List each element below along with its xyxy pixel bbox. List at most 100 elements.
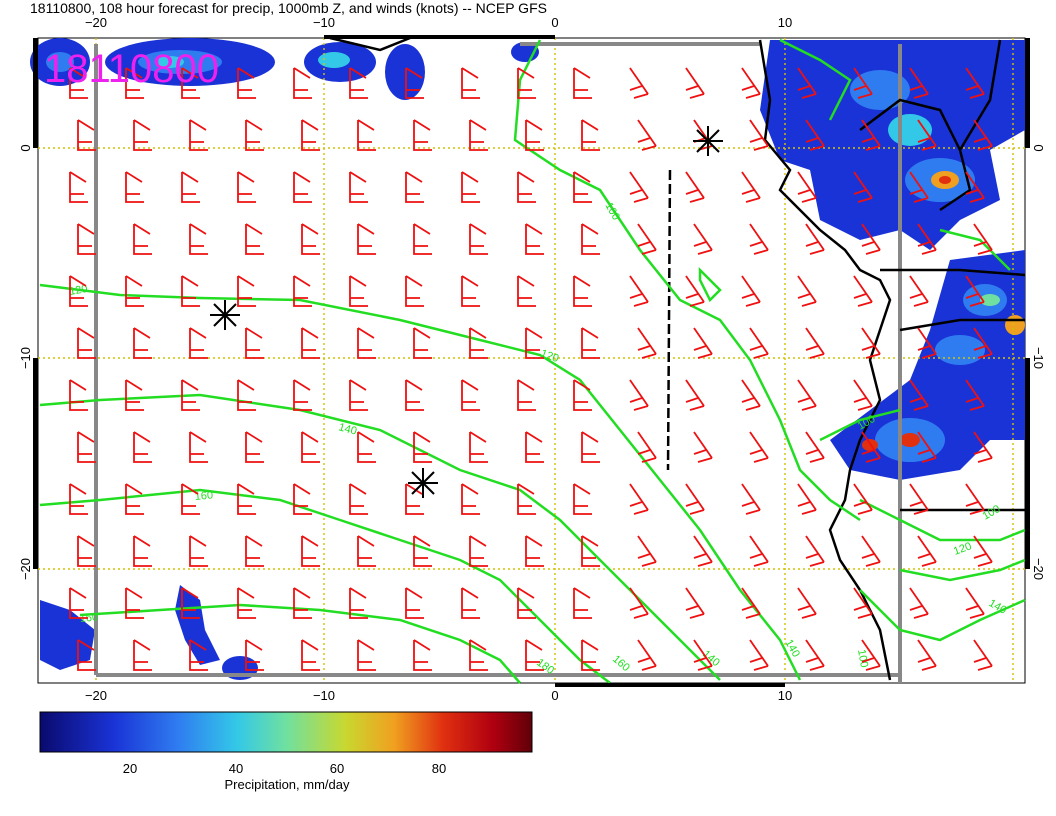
wind-barb <box>181 587 200 619</box>
wind-barb <box>693 327 713 359</box>
wind-barb <box>245 119 264 151</box>
wind-barb <box>181 67 200 99</box>
wind-barb <box>461 483 480 515</box>
wind-barb <box>125 379 144 411</box>
wind-barb <box>69 275 88 307</box>
wind-barb <box>581 535 600 567</box>
station-markers <box>210 126 723 498</box>
wind-barb <box>461 275 480 307</box>
star-marker <box>693 126 723 156</box>
wind-barb <box>525 327 544 359</box>
wind-barb <box>749 535 769 567</box>
wind-barb <box>357 327 376 359</box>
wind-barb <box>909 587 929 619</box>
wind-barb <box>629 379 649 411</box>
wind-barb <box>69 483 88 515</box>
wind-barb <box>77 223 96 255</box>
wind-barb <box>405 275 424 307</box>
wind-barb <box>237 67 256 99</box>
wind-barb <box>357 535 376 567</box>
wind-barb <box>749 431 769 463</box>
wind-barb <box>741 275 761 307</box>
wind-barb <box>517 171 536 203</box>
colorbar-scale <box>39 711 533 753</box>
contour-label: 120 <box>68 283 88 298</box>
wind-barbs <box>69 67 993 671</box>
wind-barb <box>133 639 152 671</box>
wind-barb <box>301 535 320 567</box>
wind-barb <box>581 223 600 255</box>
colorbar-label: Precipitation, mm/day <box>225 777 350 792</box>
wind-barb <box>517 275 536 307</box>
wind-barb <box>469 119 488 151</box>
wind-barb <box>917 327 937 359</box>
colorbar-tick: 20 <box>123 761 137 776</box>
wind-barb <box>413 535 432 567</box>
wind-barb <box>245 223 264 255</box>
coastline <box>329 36 1026 681</box>
wind-barb <box>517 587 536 619</box>
star-marker <box>408 468 438 498</box>
wind-barb <box>973 639 993 671</box>
wind-barb <box>301 639 320 671</box>
wind-barb <box>917 535 937 567</box>
wind-barb <box>917 223 937 255</box>
wind-barb <box>69 379 88 411</box>
wind-barb <box>405 587 424 619</box>
wind-barb <box>749 327 769 359</box>
wind-barb <box>77 431 96 463</box>
wind-barb <box>805 327 825 359</box>
wind-barb <box>973 223 993 255</box>
contour-label: 120 <box>952 540 973 558</box>
wind-barb <box>797 483 817 515</box>
wind-barb <box>685 379 705 411</box>
colorbar: 20 40 60 80 Precipitation, mm/day <box>39 711 533 792</box>
wind-barb <box>861 431 881 463</box>
wind-barb <box>125 587 144 619</box>
wind-barb <box>405 171 424 203</box>
wind-barb <box>517 67 536 99</box>
wind-barb <box>125 67 144 99</box>
wind-barb <box>573 171 592 203</box>
wind-barb <box>133 327 152 359</box>
wind-barb <box>749 119 769 151</box>
wind-barb <box>573 275 592 307</box>
wind-barb <box>637 119 657 151</box>
wind-barb <box>181 483 200 515</box>
wind-barb <box>965 275 985 307</box>
wind-barb <box>741 587 761 619</box>
wind-barb <box>637 639 657 671</box>
wind-barb <box>525 535 544 567</box>
wind-barb <box>805 535 825 567</box>
wind-barb <box>461 587 480 619</box>
wind-barb <box>293 587 312 619</box>
wind-barb <box>469 639 488 671</box>
wind-barb <box>965 67 985 99</box>
wind-barb <box>293 275 312 307</box>
top-tick-label: −20 <box>85 15 107 30</box>
wind-barb <box>293 171 312 203</box>
wind-barb <box>461 67 480 99</box>
wind-barb <box>573 379 592 411</box>
map-title: 18110800, 108 hour forecast for precip, … <box>30 0 547 16</box>
wind-barb <box>413 119 432 151</box>
wind-barb <box>853 483 873 515</box>
wind-barb <box>469 327 488 359</box>
wind-barb <box>805 431 825 463</box>
wind-barb <box>181 171 200 203</box>
wind-barb <box>917 639 937 671</box>
wind-barb <box>245 535 264 567</box>
wind-barb <box>357 223 376 255</box>
wind-barb <box>293 379 312 411</box>
wind-barb <box>133 223 152 255</box>
contour-label: 100 <box>855 648 870 668</box>
wind-barb <box>917 431 937 463</box>
wind-barb <box>405 379 424 411</box>
wind-barb <box>245 327 264 359</box>
right-tick-label: −20 <box>1031 558 1046 580</box>
wind-barb <box>301 119 320 151</box>
wind-barb <box>861 223 881 255</box>
wind-barb <box>629 587 649 619</box>
wind-barb <box>413 327 432 359</box>
wind-barb <box>637 431 657 463</box>
